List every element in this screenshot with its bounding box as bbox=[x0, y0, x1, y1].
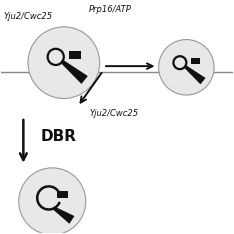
FancyBboxPatch shape bbox=[190, 58, 200, 64]
Text: Yju2/Cwc25: Yju2/Cwc25 bbox=[89, 109, 138, 118]
Text: Prp16/ATP: Prp16/ATP bbox=[89, 5, 132, 14]
Circle shape bbox=[28, 27, 100, 99]
Circle shape bbox=[19, 168, 86, 234]
Circle shape bbox=[159, 40, 214, 95]
Text: Yju2/Cwc25: Yju2/Cwc25 bbox=[4, 12, 53, 21]
FancyBboxPatch shape bbox=[57, 191, 68, 198]
Polygon shape bbox=[183, 65, 206, 84]
Text: DBR: DBR bbox=[41, 129, 77, 144]
Polygon shape bbox=[60, 59, 88, 84]
FancyBboxPatch shape bbox=[69, 51, 81, 58]
Polygon shape bbox=[52, 206, 74, 224]
